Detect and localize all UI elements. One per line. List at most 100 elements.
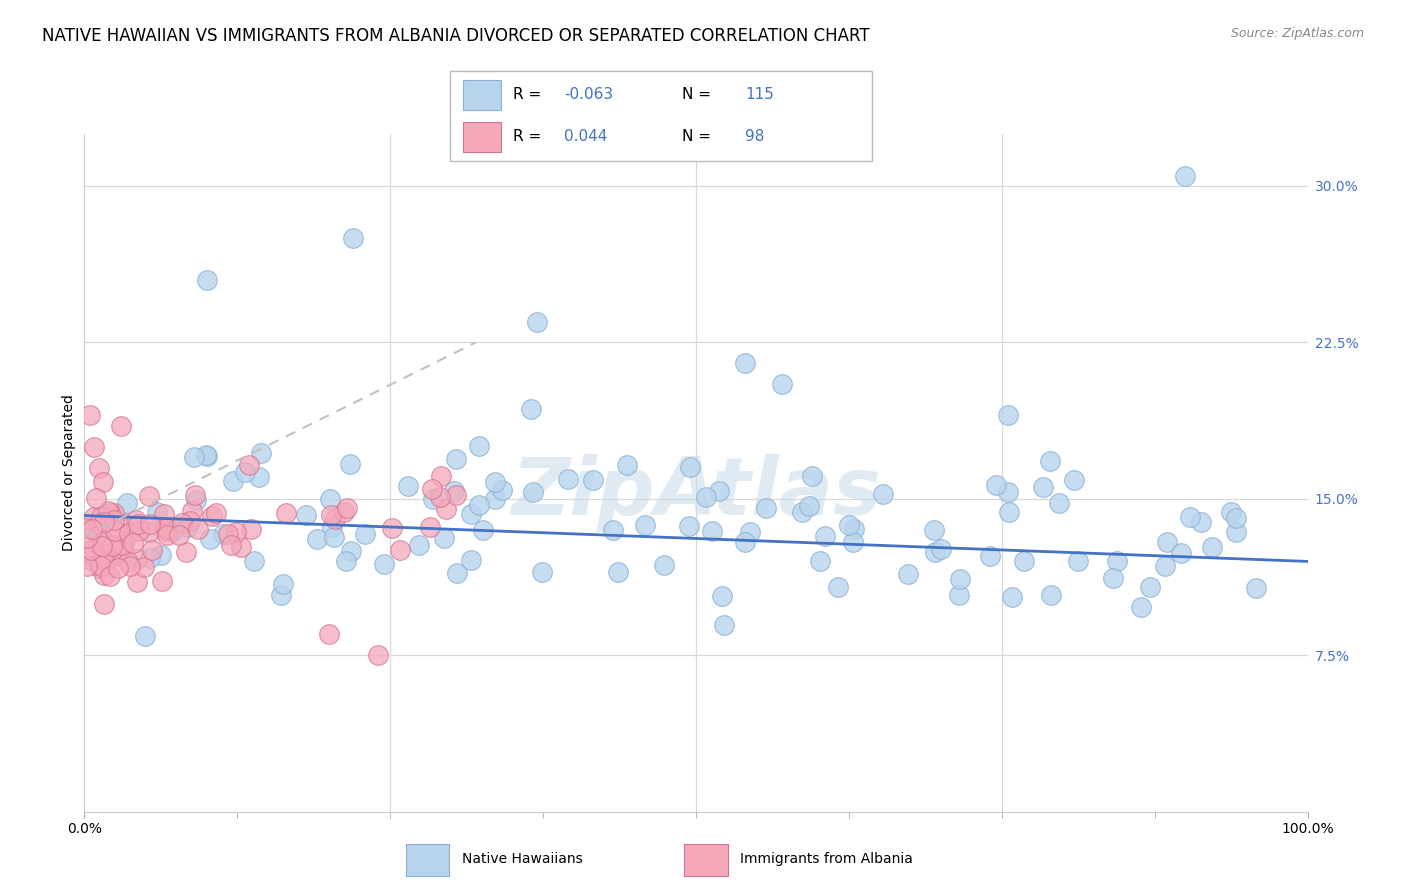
Point xyxy=(270,588,292,602)
Point xyxy=(96,536,118,550)
Point xyxy=(1244,581,1267,595)
Point xyxy=(367,648,389,663)
Point xyxy=(1067,554,1090,568)
Point xyxy=(1156,534,1178,549)
Point xyxy=(444,452,467,467)
Point xyxy=(419,519,441,533)
Point xyxy=(734,534,756,549)
Point xyxy=(582,473,605,487)
Point xyxy=(101,539,124,553)
Text: 0.044: 0.044 xyxy=(564,129,607,144)
Point xyxy=(467,498,489,512)
Point xyxy=(711,589,734,603)
Point xyxy=(1220,505,1243,519)
Point xyxy=(201,509,224,524)
Point xyxy=(460,552,482,566)
Text: Native Hawaiians: Native Hawaiians xyxy=(461,852,582,865)
Point xyxy=(471,523,494,537)
Point xyxy=(522,485,544,500)
Point xyxy=(606,565,628,579)
Point xyxy=(531,565,554,579)
Point xyxy=(125,552,148,566)
Point xyxy=(446,566,468,580)
Point xyxy=(211,527,233,541)
Point xyxy=(1130,600,1153,615)
Point xyxy=(122,536,145,550)
Point xyxy=(979,549,1001,563)
Point xyxy=(217,527,239,541)
Point xyxy=(602,523,624,537)
Point xyxy=(460,507,482,521)
Point xyxy=(112,541,135,556)
Point xyxy=(98,551,121,566)
Point xyxy=(76,531,98,545)
Text: NATIVE HAWAIIAN VS IMMIGRANTS FROM ALBANIA DIVORCED OR SEPARATED CORRELATION CHA: NATIVE HAWAIIAN VS IMMIGRANTS FROM ALBAN… xyxy=(42,27,870,45)
Point xyxy=(295,508,318,522)
Point xyxy=(75,521,97,535)
Point xyxy=(91,475,114,490)
Point xyxy=(1039,588,1062,602)
Point xyxy=(929,542,952,557)
Point xyxy=(103,506,125,520)
Point xyxy=(520,402,543,417)
Point xyxy=(104,524,127,538)
Point xyxy=(80,543,103,558)
Point xyxy=(108,549,131,563)
Point xyxy=(87,460,110,475)
Point xyxy=(1102,571,1125,585)
Point xyxy=(152,507,174,521)
Bar xyxy=(685,844,728,876)
Point xyxy=(150,574,173,588)
Point xyxy=(1153,559,1175,574)
Point xyxy=(373,557,395,571)
Point xyxy=(117,496,139,510)
Point xyxy=(79,409,101,423)
Point xyxy=(318,627,340,641)
Point xyxy=(247,470,270,484)
Point xyxy=(174,545,197,559)
Point xyxy=(80,522,103,536)
Point xyxy=(107,561,129,575)
Point xyxy=(1039,454,1062,468)
Point xyxy=(90,533,112,547)
Point xyxy=(76,558,98,573)
Text: 98: 98 xyxy=(745,129,765,144)
Point xyxy=(94,545,117,559)
Point xyxy=(195,448,218,462)
Point xyxy=(156,528,179,542)
Point xyxy=(250,446,273,460)
Point xyxy=(484,475,506,489)
Point xyxy=(484,492,506,507)
Point xyxy=(339,458,361,472)
Text: R =: R = xyxy=(513,129,547,144)
Point xyxy=(91,551,114,566)
Point xyxy=(755,501,778,516)
Point xyxy=(616,458,638,473)
Point xyxy=(184,488,207,502)
Point xyxy=(702,524,724,539)
Point xyxy=(107,525,129,540)
Point xyxy=(797,499,820,513)
Point xyxy=(146,505,169,519)
FancyBboxPatch shape xyxy=(450,71,872,161)
Point xyxy=(652,558,675,573)
Point xyxy=(184,492,207,507)
Point xyxy=(339,543,361,558)
Point xyxy=(127,516,149,531)
Point xyxy=(163,520,186,534)
Point xyxy=(949,572,972,586)
Point xyxy=(997,408,1019,422)
Point xyxy=(1012,554,1035,568)
Point xyxy=(180,504,202,518)
Point xyxy=(195,449,218,463)
Point xyxy=(162,524,184,539)
Point xyxy=(233,465,256,479)
Point xyxy=(149,548,172,562)
Bar xyxy=(463,122,501,152)
Point xyxy=(948,588,970,602)
Point xyxy=(93,568,115,582)
Point xyxy=(138,489,160,503)
Point xyxy=(103,513,125,527)
Point xyxy=(444,488,467,502)
Point xyxy=(420,482,443,496)
